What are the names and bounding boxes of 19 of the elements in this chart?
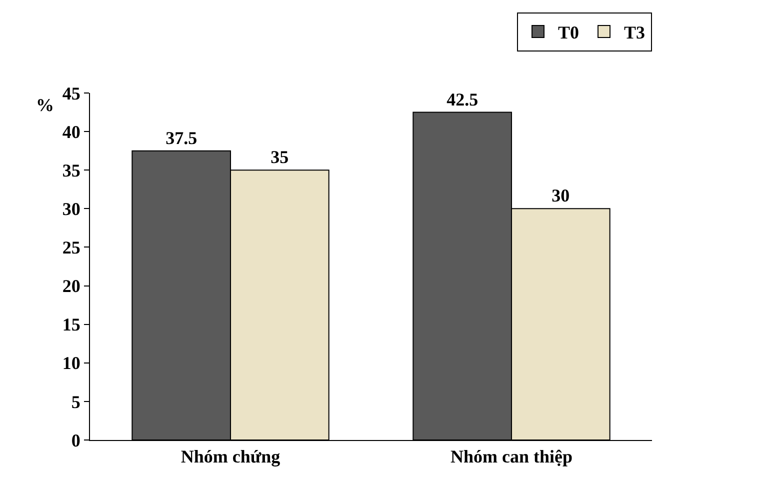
y-tick-label: 30 (62, 198, 80, 219)
data-label: 42.5 (446, 89, 478, 110)
data-label: 37.5 (166, 128, 198, 148)
x-tick-label: Nhóm chứng (180, 446, 280, 467)
data-label: 35 (270, 147, 289, 168)
y-axis-title: % (36, 95, 54, 115)
data-label: 30 (552, 186, 570, 206)
y-tick-label: 40 (62, 122, 80, 142)
y-tick-label: 10 (62, 353, 80, 374)
y-tick-label: 35 (62, 160, 80, 180)
y-tick-label: 5 (71, 392, 80, 412)
x-tick-label: Nhóm can thiệp (450, 446, 573, 467)
y-tick-label: 0 (71, 430, 80, 450)
y-tick-label: 15 (62, 314, 80, 335)
y-tick-label: 20 (62, 276, 80, 296)
y-tick-label: 25 (62, 238, 80, 258)
y-tick-label: 45 (62, 83, 80, 104)
legend-label: T0 (558, 22, 580, 43)
legend-label: T3 (624, 22, 646, 43)
